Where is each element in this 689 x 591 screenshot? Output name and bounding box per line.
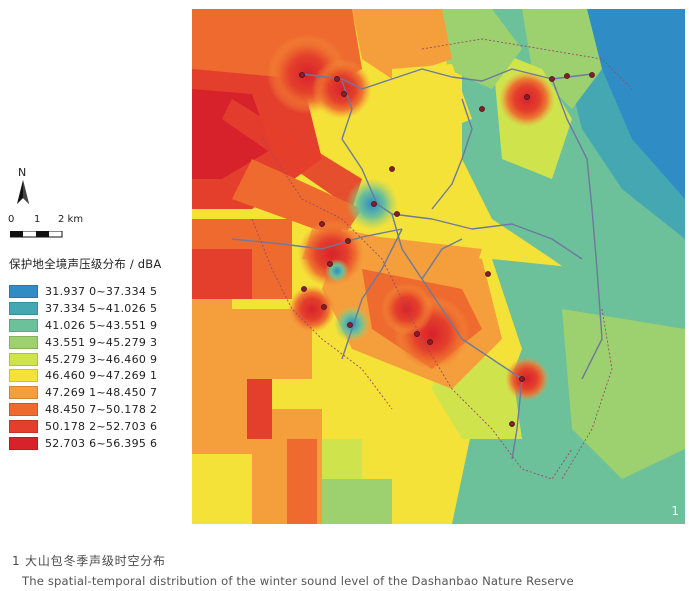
legend-swatch [9, 301, 38, 315]
legend-swatch [9, 318, 38, 332]
legend-item: 31.937 0~37.334 5 [9, 283, 157, 300]
legend-label: 41.026 5~43.551 9 [45, 318, 158, 332]
sound-level-raster [192, 9, 685, 524]
panel-number: 1 [671, 504, 679, 518]
legend-label: 52.703 6~56.395 6 [45, 436, 158, 450]
legend-swatch [9, 284, 38, 298]
legend-item: 37.334 5~41.026 5 [9, 300, 157, 317]
scale-bar: 0 1 2 km [8, 214, 98, 244]
legend-swatch [9, 352, 38, 366]
legend-item: 52.703 6~56.395 6 [9, 435, 157, 452]
scale-bar-graphic [10, 231, 63, 238]
legend-item: 41.026 5~43.551 9 [9, 317, 157, 334]
legend: 31.937 0~37.334 5 37.334 5~41.026 5 41.026… [9, 283, 157, 452]
legend-label: 45.279 3~46.460 9 [45, 352, 158, 366]
legend-swatch [9, 369, 38, 383]
legend-label: 46.460 9~47.269 1 [45, 369, 158, 383]
legend-label: 37.334 5~41.026 5 [45, 301, 158, 315]
sound-level-map: 1 [192, 9, 685, 524]
caption-english: The spatial-temporal distribution of the… [22, 574, 574, 588]
legend-label: 47.269 1~48.450 7 [45, 386, 158, 400]
legend-label: 48.450 7~50.178 2 [45, 403, 158, 417]
scale-tick-0: 0 [8, 214, 15, 225]
legend-item: 47.269 1~48.450 7 [9, 384, 157, 401]
legend-item: 50.178 2~52.703 6 [9, 418, 157, 435]
legend-item: 46.460 9~47.269 1 [9, 367, 157, 384]
legend-swatch [9, 403, 38, 417]
legend-item: 48.450 7~50.178 2 [9, 401, 157, 418]
north-arrow: N [12, 166, 34, 214]
north-label: N [18, 166, 27, 179]
legend-item: 43.551 9~45.279 3 [9, 334, 157, 351]
scale-tick-2: 2 km [58, 214, 84, 225]
legend-swatch [9, 386, 38, 400]
legend-label: 50.178 2~52.703 6 [45, 420, 158, 434]
north-arrow-icon [17, 180, 29, 204]
legend-label: 43.551 9~45.279 3 [45, 335, 158, 349]
legend-swatch [9, 335, 38, 349]
legend-title: 保护地全境声压级分布 / dBA [9, 257, 162, 271]
scale-tick-1: 1 [34, 214, 41, 225]
legend-label: 31.937 0~37.334 5 [45, 284, 158, 298]
legend-swatch [9, 420, 38, 434]
caption-chinese: 1 大山包冬季声级时空分布 [12, 554, 166, 568]
legend-item: 45.279 3~46.460 9 [9, 351, 157, 368]
legend-swatch [9, 436, 38, 450]
